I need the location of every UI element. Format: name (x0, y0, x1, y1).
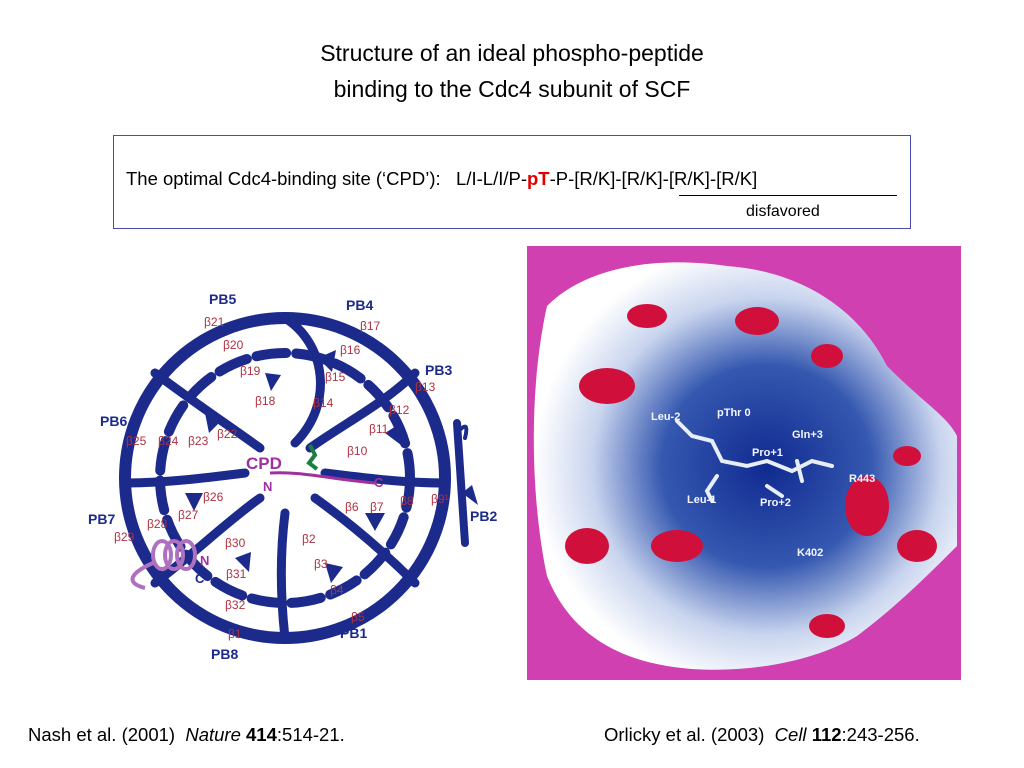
strand-label: β19 (240, 364, 261, 378)
residue-label: Pro+1 (752, 447, 783, 459)
strand-label: β8 (400, 494, 414, 508)
residue-label: K402 (797, 547, 823, 559)
blade-label-pb6: PB6 (100, 413, 127, 429)
motif-box: The optimal Cdc4-binding site (‘CPD’): L… (113, 135, 911, 229)
disfavored-label: disfavored (746, 203, 820, 220)
strand-arrows (185, 350, 478, 583)
helix-n-terminus: N (200, 553, 209, 568)
title-line-1: Structure of an ideal phospho-peptide (320, 40, 704, 66)
acidic-patches (565, 304, 937, 638)
disfavored-underline (679, 195, 897, 196)
helix-c-terminus: C (195, 571, 205, 586)
motif-seq-prefix: L/I-L/I/P- (456, 168, 527, 189)
strand-label: β3 (314, 557, 328, 571)
blade-label-pb7: PB7 (88, 511, 115, 527)
motif-line: The optimal Cdc4-binding site (‘CPD’): L… (126, 168, 757, 190)
strand-label: β9¹ (431, 492, 449, 506)
strand-label: β31 (226, 567, 247, 581)
citation-left: Nash et al. (2001) Nature 414:514-21. (28, 724, 345, 745)
helix (130, 539, 197, 590)
cpd-c-terminus: C (374, 475, 384, 490)
strand-label: β14 (313, 396, 334, 410)
strand-label: β29 (114, 530, 135, 544)
blade-label-pb3: PB3 (425, 362, 452, 378)
propeller-ribbon (119, 312, 469, 644)
strand-label: β26 (203, 490, 224, 504)
blade-label-pb4: PB4 (346, 297, 373, 313)
cpd-n-terminus: N (263, 479, 272, 494)
strand-label: β1 (228, 627, 242, 641)
strand-label: β25 (126, 434, 147, 448)
strand-label: β20 (223, 338, 244, 352)
strand-label: β5 (351, 610, 365, 624)
blade-label-pb2: PB2 (470, 508, 497, 524)
cdc4-surface-image: Leu-2 pThr 0 Pro+1 Gln+3 Leu-1 Pro+2 R44… (527, 246, 961, 680)
strand-label: β32 (225, 598, 246, 612)
residue-label: Pro+2 (760, 497, 791, 509)
residue-label: Leu-2 (651, 411, 680, 423)
strand-label: β11 (369, 422, 389, 436)
strand-label: β22 (217, 427, 238, 441)
strand-label: β18 (255, 394, 276, 408)
strand-label: β13 (415, 380, 436, 394)
blade-label-pb1: PB1 (340, 625, 367, 641)
strand-label: β21 (204, 315, 225, 329)
strand-label: β15 (325, 370, 346, 384)
residue-label: pThr 0 (717, 407, 751, 419)
strand-label: β2 (302, 532, 316, 546)
blade-label-pb5: PB5 (209, 291, 236, 307)
strand-label: β6 (345, 500, 359, 514)
strand-label: β7 (370, 500, 384, 514)
motif-label: The optimal Cdc4-binding site (‘CPD’): (126, 168, 441, 189)
motif-seq-suffix: -P-[R/K]-[R/K]-[R/K]-[R/K] (549, 168, 758, 189)
peptide-sticks (675, 419, 834, 503)
cpd-peptide (269, 471, 376, 485)
strand-label: β4 (330, 583, 344, 597)
citation-right: Orlicky et al. (2003) Cell 112:243-256. (604, 724, 920, 745)
strand-label: β27 (178, 508, 199, 522)
cpd-pthr-stick (306, 444, 319, 471)
residue-label: R443 (849, 473, 875, 485)
strand-label: β12 (389, 403, 410, 417)
strand-label: β30 (225, 536, 246, 550)
title-line-2: binding to the Cdc4 subunit of SCF (333, 76, 691, 102)
residue-label: Gln+3 (792, 429, 823, 441)
strand-label: β23 (188, 434, 209, 448)
cdc4-ribbon-diagram: PB1 PB2 PB3 PB4 PB5 PB6 PB7 PB8 β1 β2 β3… (88, 291, 497, 662)
strand-label: β24 (158, 434, 179, 448)
blade-label-pb8: PB8 (211, 646, 238, 662)
strand-label: β28 (147, 517, 168, 531)
motif-phospho-thr: pT (527, 168, 550, 189)
strand-label: β10 (347, 444, 368, 458)
residue-label: Leu-1 (687, 494, 716, 506)
strand-label: β17 (360, 319, 381, 333)
cpd-label: CPD (246, 454, 282, 473)
strand-label: β16 (340, 343, 361, 357)
